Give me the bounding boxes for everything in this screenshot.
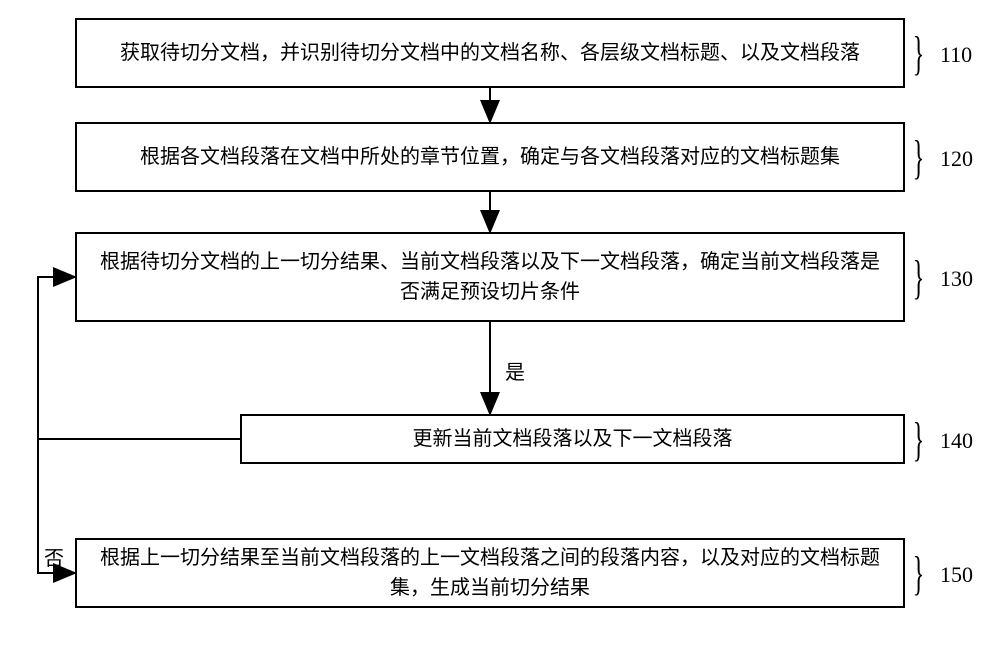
step-110-box: 获取待切分文档，并识别待切分文档中的文档名称、各层级文档标题、以及文档段落 (75, 18, 905, 88)
step-140-box: 更新当前文档段落以及下一文档段落 (240, 414, 905, 464)
brace-150: } (913, 550, 925, 598)
brace-120: } (913, 134, 925, 182)
step-150-box: 根据上一切分结果至当前文档段落的上一文档段落之间的段落内容，以及对应的文档标题集… (75, 538, 905, 608)
step-120-number: 120 (940, 146, 973, 172)
flowchart-container: 获取待切分文档，并识别待切分文档中的文档名称、各层级文档标题、以及文档段落 } … (0, 0, 1000, 650)
step-150-text: 根据上一切分结果至当前文档段落的上一文档段落之间的段落内容，以及对应的文档标题集… (93, 543, 887, 603)
step-120-text: 根据各文档段落在文档中所处的章节位置，确定与各文档段落对应的文档标题集 (140, 142, 840, 172)
step-130-text: 根据待切分文档的上一切分结果、当前文档段落以及下一文档段落，确定当前文档段落是否… (93, 247, 887, 307)
step-130-number: 130 (940, 266, 973, 292)
step-110-number: 110 (940, 42, 972, 68)
step-150-number: 150 (940, 562, 973, 588)
edge-label-no: 否 (44, 542, 64, 571)
brace-110: } (913, 30, 925, 78)
brace-140: } (913, 416, 925, 464)
step-110-text: 获取待切分文档，并识别待切分文档中的文档名称、各层级文档标题、以及文档段落 (120, 38, 860, 68)
brace-130: } (913, 254, 925, 302)
step-130-box: 根据待切分文档的上一切分结果、当前文档段落以及下一文档段落，确定当前文档段落是否… (75, 232, 905, 322)
step-120-box: 根据各文档段落在文档中所处的章节位置，确定与各文档段落对应的文档标题集 (75, 122, 905, 192)
edge-label-yes: 是 (505, 356, 525, 385)
step-140-text: 更新当前文档段落以及下一文档段落 (413, 424, 733, 454)
step-140-number: 140 (940, 428, 973, 454)
